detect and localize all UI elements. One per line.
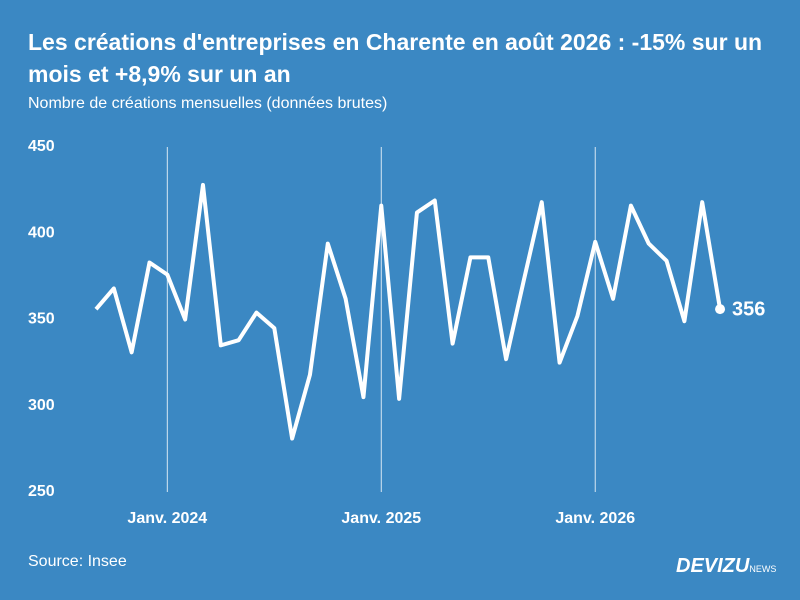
end-point [715, 304, 726, 315]
x-tick-label: Janv. 2024 [127, 510, 207, 527]
line [94, 182, 723, 441]
chart-title: Les créations d'entreprises en Charente … [28, 29, 763, 87]
y-tick-label: 250 [28, 483, 55, 500]
brand-suffix: NEWS [749, 564, 777, 574]
brand-name: DEVIZU [676, 555, 750, 577]
y-tick-label: 400 [28, 224, 55, 241]
chart-subtitle: Nombre de créations mensuelles (données … [28, 95, 388, 112]
source: Source: Insee [28, 553, 127, 570]
x-tick-label: Janv. 2025 [341, 510, 421, 527]
y-tick-label: 350 [28, 311, 55, 328]
y-tick-label: 450 [28, 138, 55, 155]
end-label: 356 [732, 298, 765, 320]
brand: DEVIZUNEWS [676, 555, 776, 578]
x-tick-label: Janv. 2026 [555, 510, 635, 527]
y-tick-label: 300 [28, 397, 55, 414]
